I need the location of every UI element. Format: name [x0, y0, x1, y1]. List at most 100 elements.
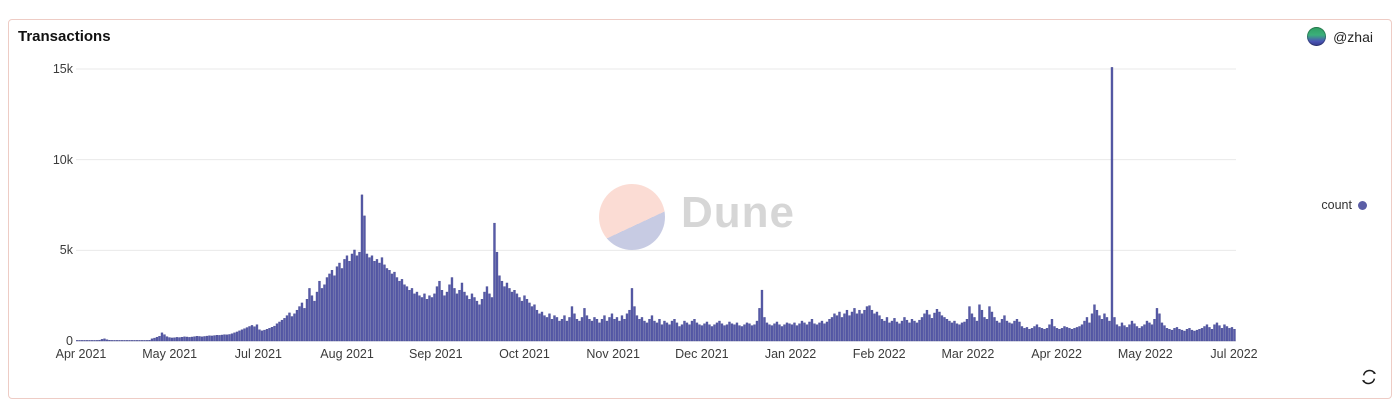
bar: [1065, 327, 1069, 342]
bar: [543, 315, 546, 342]
bar: [133, 340, 136, 342]
bar: [490, 297, 494, 342]
dune-watermark-text: Dune: [681, 188, 795, 237]
bar: [423, 293, 426, 342]
bar: [118, 340, 121, 342]
bar: [85, 340, 89, 342]
bar: [358, 251, 361, 342]
bar: [678, 326, 681, 342]
bar: [1130, 320, 1134, 342]
bar: [280, 319, 284, 342]
bar: [510, 291, 514, 342]
bar: [478, 304, 481, 342]
bar: [233, 332, 236, 342]
bar: [793, 322, 796, 342]
bar: [180, 336, 184, 342]
bar: [580, 317, 584, 342]
bar: [853, 308, 856, 342]
bar: [1228, 328, 1231, 342]
bar: [925, 309, 929, 342]
y-tick-label: 5k: [59, 243, 73, 258]
user-avatar-icon[interactable]: [1307, 27, 1327, 46]
bar: [323, 284, 326, 342]
bar: [778, 324, 781, 342]
bar: [453, 288, 456, 342]
bar: [333, 275, 336, 342]
bar: [1028, 329, 1031, 342]
bar: [698, 324, 701, 342]
bar: [1113, 317, 1116, 342]
bar: [245, 327, 249, 342]
chart-card: Transactions @zhai 0 5k 10k 15k Apr 2021 May…: [8, 19, 1392, 399]
bar: [878, 315, 881, 342]
bar: [143, 340, 146, 342]
bar: [830, 317, 834, 342]
bar: [965, 319, 969, 342]
bar: [158, 336, 161, 342]
bar: [308, 288, 311, 342]
bar: [340, 268, 344, 342]
bar: [1063, 326, 1066, 342]
x-tick-label: Sep 2021: [409, 347, 463, 361]
x-tick-label: Oct 2021: [499, 347, 550, 361]
bar: [880, 319, 884, 342]
bar: [418, 295, 421, 342]
bar: [223, 334, 226, 342]
bar: [753, 324, 756, 342]
x-tick-label: Feb 2022: [852, 347, 906, 361]
bar: [263, 329, 266, 342]
transactions-bar-chart: [76, 67, 1236, 342]
legend-item-count[interactable]: count: [1321, 198, 1367, 212]
bar: [1160, 322, 1164, 342]
bar: [270, 327, 274, 342]
bar: [723, 325, 726, 342]
bar: [1050, 319, 1054, 342]
bar: [1040, 328, 1044, 342]
bar: [140, 340, 144, 342]
bar: [435, 286, 439, 342]
bar: [78, 340, 81, 342]
bar: [1208, 327, 1211, 342]
bar: [683, 320, 686, 342]
bar: [560, 319, 564, 342]
bar: [593, 317, 596, 342]
bar: [160, 332, 164, 342]
bar: [908, 322, 911, 342]
bar: [198, 336, 201, 342]
bar: [305, 299, 309, 342]
bar: [573, 313, 576, 342]
bar: [568, 317, 571, 342]
bar: [455, 293, 459, 342]
bar: [448, 284, 451, 342]
bar: [758, 308, 761, 342]
bar: [755, 320, 759, 342]
bar: [975, 320, 979, 342]
bar: [828, 319, 831, 342]
bar: [1075, 327, 1079, 342]
bar: [1218, 325, 1221, 342]
author-chip[interactable]: @zhai: [1307, 27, 1373, 46]
bar: [805, 324, 809, 342]
bar: [540, 311, 544, 342]
bar: [123, 340, 126, 342]
bar: [523, 295, 526, 342]
bar: [275, 323, 279, 342]
dune-logo-watermark-icon: [599, 184, 665, 250]
bar: [993, 317, 996, 342]
bar: [1103, 313, 1106, 342]
bar: [918, 319, 921, 342]
bar: [463, 291, 466, 342]
bar: [148, 340, 151, 342]
bar: [888, 322, 891, 342]
bar: [628, 309, 631, 342]
bar: [273, 325, 276, 342]
bar: [1173, 328, 1176, 342]
refresh-button[interactable]: [1359, 367, 1379, 387]
bar: [235, 331, 239, 342]
user-handle[interactable]: @zhai: [1333, 28, 1373, 45]
bar: [258, 329, 261, 342]
bar: [518, 297, 521, 342]
bar: [585, 315, 589, 342]
bar: [498, 275, 501, 342]
bar: [775, 321, 779, 342]
